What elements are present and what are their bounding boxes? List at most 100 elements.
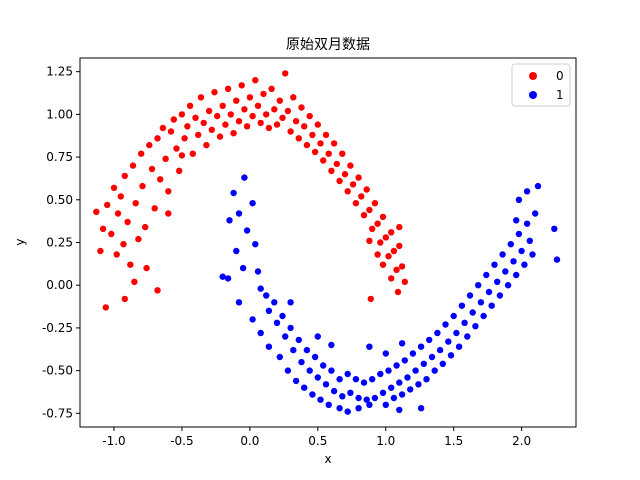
data-point-series-1 [502, 268, 509, 275]
data-point-series-1 [369, 376, 376, 383]
data-point-series-0 [284, 107, 292, 115]
data-point-series-1 [219, 273, 226, 280]
data-point-series-0 [139, 182, 146, 190]
legend-label-series-0: 0 [556, 69, 564, 83]
y-tick-label: -0.75 [42, 406, 73, 420]
data-point-series-1 [336, 376, 343, 383]
data-point-series-0 [390, 247, 398, 255]
data-point-series-0 [151, 205, 158, 212]
data-point-series-0 [127, 261, 134, 268]
data-point-series-0 [273, 121, 281, 128]
data-point-series-1 [551, 225, 558, 232]
data-point-series-1 [292, 377, 300, 385]
data-point-series-1 [415, 381, 422, 388]
data-point-series-0 [184, 123, 191, 130]
data-point-series-0 [121, 295, 128, 303]
data-point-series-1 [434, 329, 441, 337]
data-point-series-1 [249, 316, 256, 323]
y-tick-label: 0.50 [46, 193, 73, 207]
data-point-series-0 [154, 135, 161, 142]
data-point-series-1 [553, 256, 561, 263]
data-point-series-0 [113, 251, 120, 258]
data-point-series-0 [279, 114, 286, 122]
data-point-series-1 [469, 309, 476, 316]
data-point-series-1 [407, 386, 414, 393]
data-point-series-0 [214, 112, 221, 120]
data-point-series-0 [396, 223, 403, 231]
data-point-series-1 [455, 343, 463, 350]
data-point-series-1 [284, 367, 292, 374]
x-tick-label: 2.0 [512, 434, 531, 448]
data-point-series-0 [347, 162, 354, 169]
data-point-series-1 [249, 200, 256, 207]
data-point-series-0 [192, 114, 199, 122]
data-point-series-1 [510, 258, 517, 265]
data-point-series-1 [263, 292, 270, 299]
data-point-series-1 [453, 329, 460, 337]
data-point-series-0 [165, 188, 172, 195]
data-point-series-0 [295, 135, 302, 142]
data-point-series-1 [390, 394, 398, 402]
data-point-series-0 [146, 141, 153, 149]
data-point-series-1 [382, 350, 389, 357]
data-point-series-0 [238, 82, 245, 89]
y-tick-label: -0.25 [42, 321, 73, 335]
data-point-series-1 [518, 247, 525, 255]
data-point-series-0 [320, 157, 327, 164]
data-point-series-1 [513, 271, 520, 279]
data-point-series-1 [377, 370, 384, 378]
data-point-series-1 [532, 210, 539, 217]
data-point-series-0 [303, 141, 311, 149]
data-point-series-1 [355, 394, 362, 402]
data-point-series-1 [295, 336, 302, 344]
data-point-series-1 [366, 401, 373, 408]
data-point-series-0 [388, 275, 395, 282]
data-point-series-0 [121, 172, 128, 180]
data-point-series-0 [317, 140, 324, 147]
data-point-series-0 [181, 135, 188, 142]
data-point-series-0 [393, 266, 400, 273]
data-point-series-0 [374, 220, 381, 227]
data-point-series-1 [314, 374, 321, 381]
data-point-series-1 [360, 379, 368, 386]
data-point-series-1 [352, 376, 360, 383]
data-point-series-1 [461, 319, 468, 326]
data-point-series-0 [349, 181, 357, 188]
data-point-series-1 [483, 271, 490, 279]
data-point-series-1 [257, 285, 264, 292]
data-point-series-1 [491, 261, 498, 268]
data-point-series-1 [287, 299, 294, 306]
data-point-series-0 [197, 94, 205, 101]
data-point-series-0 [195, 131, 202, 139]
data-point-series-1 [450, 312, 457, 320]
data-point-series-1 [515, 196, 523, 203]
data-point-series-1 [401, 357, 408, 364]
data-point-series-0 [99, 225, 107, 232]
x-tick-label: 0.5 [308, 434, 327, 448]
data-point-series-1 [328, 367, 335, 374]
y-tick-label: 1.25 [46, 65, 73, 79]
data-point-series-1 [371, 394, 379, 402]
data-point-series-0 [379, 213, 387, 221]
data-point-series-1 [499, 251, 506, 258]
data-point-series-1 [239, 264, 247, 272]
data-point-series-0 [104, 201, 111, 209]
data-point-series-1 [309, 391, 316, 398]
x-tick-label: -0.5 [170, 434, 193, 448]
data-point-series-0 [148, 165, 156, 173]
data-point-series-0 [388, 229, 395, 236]
data-point-series-0 [311, 148, 319, 156]
data-point-series-0 [233, 97, 240, 104]
data-point-series-0 [328, 167, 335, 174]
data-point-series-1 [513, 217, 520, 224]
plot-area-frame [79, 57, 577, 428]
data-point-series-1 [257, 329, 264, 337]
data-point-series-0 [287, 128, 294, 135]
data-point-series-1 [273, 319, 281, 326]
data-point-series-1 [235, 299, 243, 306]
data-point-series-1 [398, 391, 406, 398]
data-point-series-1 [287, 324, 294, 332]
data-point-series-0 [371, 200, 379, 207]
data-point-series-1 [252, 241, 259, 248]
